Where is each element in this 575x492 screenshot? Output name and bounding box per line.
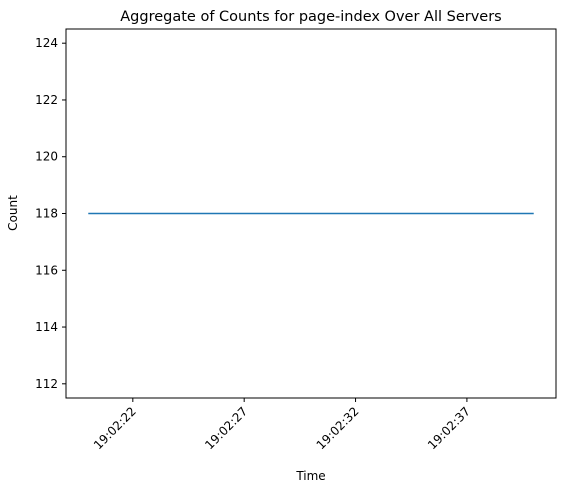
y-tick-label: 114 [35,320,58,334]
y-tick-label: 120 [35,150,58,164]
y-axis-ticks: 112 114 116 118 120 122 124 [35,36,66,391]
y-tick-label: 118 [35,207,58,221]
y-tick-label: 116 [35,263,58,277]
chart-title: Aggregate of Counts for page-index Over … [120,9,501,25]
y-tick-label: 112 [35,377,58,391]
y-tick-label: 124 [35,36,58,50]
x-axis-label: Time [295,469,325,483]
y-tick-label: 122 [35,93,58,107]
y-axis-label: Count [6,195,20,231]
